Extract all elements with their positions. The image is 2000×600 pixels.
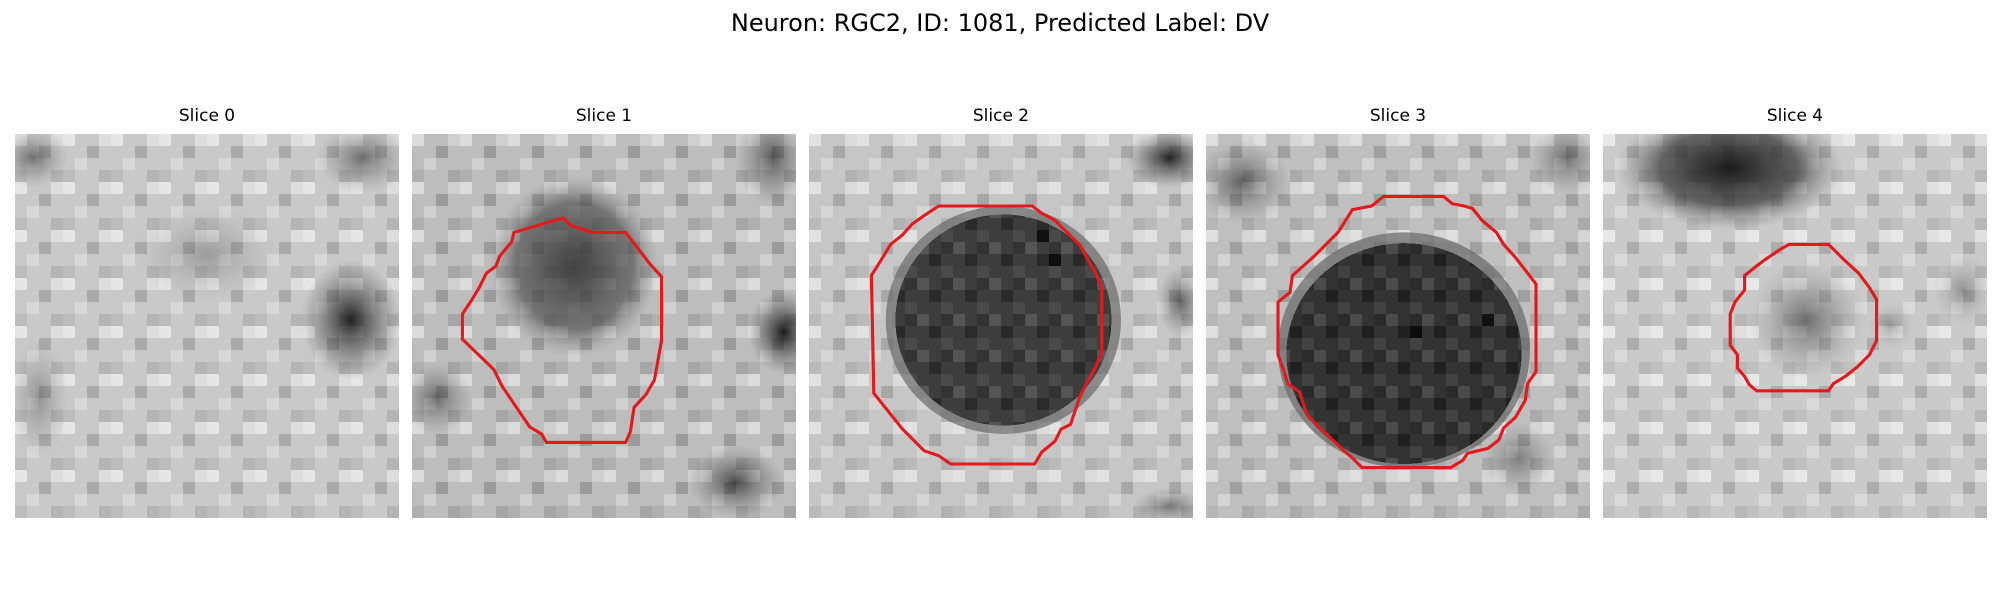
slice-title-2: Slice 2 <box>972 106 1030 126</box>
figure-title: Neuron: RGC2, ID: 1081, Predicted Label:… <box>730 9 1270 37</box>
slice-title-4: Slice 4 <box>1766 106 1824 126</box>
contour-3 <box>1276 194 1538 470</box>
slice-title-1: Slice 1 <box>575 106 633 126</box>
contour-4 <box>1728 242 1879 393</box>
slice-image-2 <box>809 134 1193 518</box>
slice-image-0 <box>15 134 399 518</box>
slice-image-4 <box>1603 134 1987 518</box>
contour-1 <box>460 216 664 444</box>
slice-title-3: Slice 3 <box>1369 106 1427 126</box>
contour-2 <box>869 204 1104 466</box>
slice-image-1 <box>412 134 796 518</box>
slice-image-3 <box>1206 134 1590 518</box>
slice-title-0: Slice 0 <box>178 106 236 126</box>
